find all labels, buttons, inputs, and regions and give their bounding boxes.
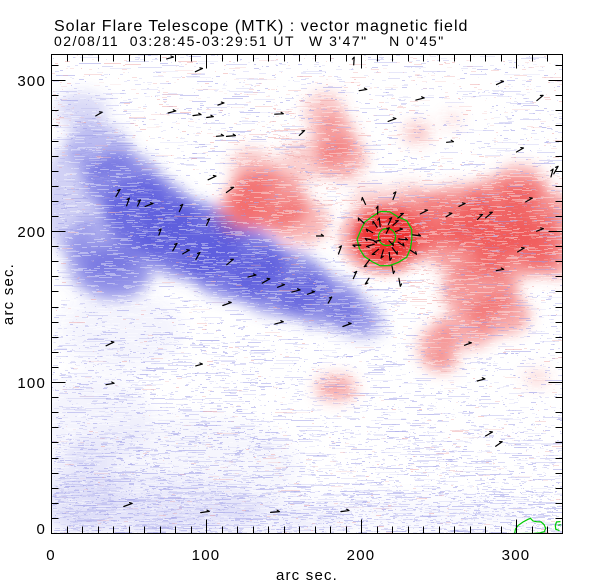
svg-text:100: 100	[192, 547, 221, 564]
svg-text:300: 300	[17, 73, 46, 90]
svg-text:W 3'47" N 0'45": W 3'47" N 0'45"	[309, 33, 445, 49]
svg-text:200: 200	[347, 547, 376, 564]
svg-text:arc sec.: arc sec.	[0, 263, 17, 325]
svg-text:0: 0	[36, 521, 46, 538]
svg-text:200: 200	[17, 224, 46, 241]
svg-text:100: 100	[17, 375, 46, 392]
svg-text:02/08/11 03:28:45-03:29:51 UT: 02/08/11 03:28:45-03:29:51 UT	[54, 33, 295, 49]
svg-text:0: 0	[46, 547, 56, 564]
svg-text:300: 300	[502, 547, 531, 564]
svg-text:arc sec.: arc sec.	[276, 567, 338, 584]
svg-text:Solar Flare Telescope (MTK) :: Solar Flare Telescope (MTK) : vector mag…	[54, 18, 468, 35]
